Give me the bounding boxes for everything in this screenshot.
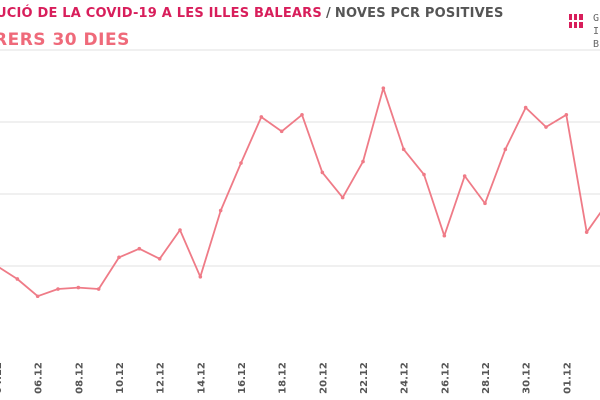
logo-line-2: I [593, 26, 600, 37]
x-tick-label: 04.12 [0, 362, 4, 394]
title-main: UCIÓ DE LA COVID-19 A LES ILLES BALEARS [0, 6, 322, 21]
x-tick-label: 28.12 [481, 362, 492, 394]
data-point [239, 161, 243, 165]
data-point [117, 255, 121, 260]
x-tick-label: 24.12 [400, 362, 411, 394]
data-point [320, 170, 325, 175]
data-point [462, 174, 467, 178]
x-tick-label: 12.12 [156, 362, 167, 394]
chart-subtitle: RERS 30 DIES [0, 30, 130, 50]
data-point [503, 147, 508, 152]
data-point [564, 113, 569, 117]
data-point [483, 201, 487, 206]
data-point [76, 285, 81, 290]
data-point [15, 277, 20, 281]
x-axis-ticks: 04.12 06.12 08.12 10.12 12.12 14.12 16.12 18.12… [0, 362, 573, 394]
data-point [198, 275, 203, 279]
logo-text: G I B [593, 12, 599, 51]
data-point [56, 287, 60, 291]
data-point [422, 172, 426, 177]
data-point [279, 129, 284, 134]
x-tick-label: 14.12 [196, 362, 207, 394]
series-line [0, 87, 600, 298]
x-tick-label: 16.12 [237, 362, 248, 394]
data-point [137, 246, 142, 251]
series-line-layer [0, 87, 600, 298]
x-tick-label: 10.12 [115, 362, 126, 394]
data-point [584, 230, 589, 234]
government-logo: G I B [565, 12, 600, 62]
data-point [218, 208, 223, 213]
x-tick-label: 30.12 [522, 362, 533, 394]
data-point [523, 105, 528, 110]
x-tick-label: 06.12 [34, 362, 45, 394]
data-point [96, 287, 101, 291]
logo-line-1: G [593, 13, 600, 24]
data-point [442, 233, 447, 238]
x-tick-label: 01.12 [562, 362, 573, 394]
title-separator: / [325, 6, 331, 21]
data-point [361, 159, 365, 164]
x-tick-label: 18.12 [278, 362, 289, 394]
data-point [381, 86, 386, 90]
x-tick-label: 08.12 [74, 362, 85, 394]
logo-emblem-icon [569, 14, 583, 28]
data-point [157, 257, 162, 261]
data-points [15, 86, 589, 299]
logo-line-3: B [593, 39, 600, 50]
x-tick-label: 26.12 [440, 362, 451, 394]
title-suffix: NOVES PCR POSITIVES [334, 6, 504, 21]
data-point [401, 147, 406, 152]
grid-lines [0, 49, 600, 267]
chart-title: UCIÓ DE LA COVID-19 A LES ILLES BALEARS /… [0, 6, 504, 21]
data-point [35, 294, 40, 299]
x-tick-label: 22.12 [359, 362, 370, 394]
data-point [178, 228, 182, 232]
data-point [544, 125, 548, 129]
x-tick-label: 20.12 [318, 362, 329, 394]
data-point [340, 195, 345, 200]
data-point [259, 115, 264, 119]
data-point [300, 113, 304, 117]
